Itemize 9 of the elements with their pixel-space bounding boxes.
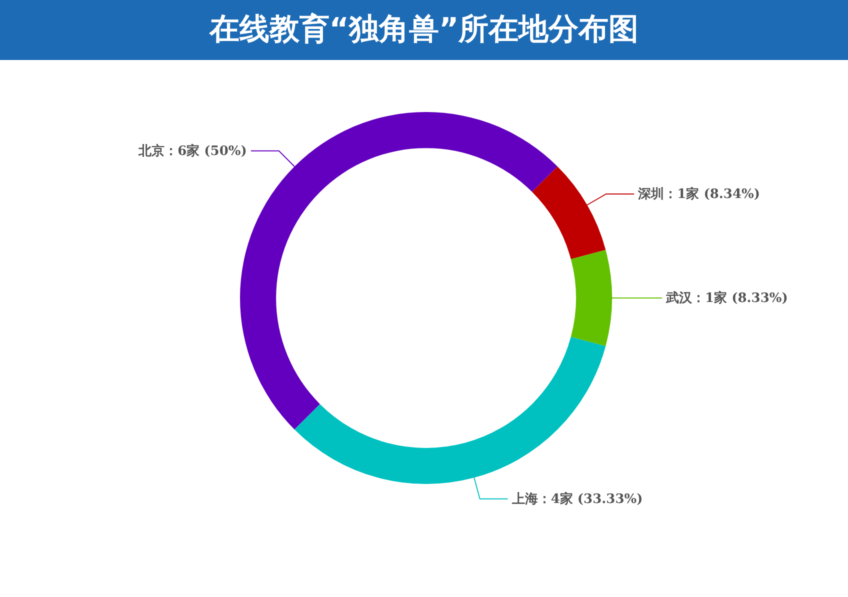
slice-label: 武汉 bbox=[666, 291, 692, 306]
chart-title: 在线教育“独角兽”所在地分布图 bbox=[0, 0, 848, 60]
data-label: ：4家 (33.33%) bbox=[538, 492, 643, 507]
data-label: ：1家 (8.33%) bbox=[692, 291, 788, 306]
slice-label: 北京 bbox=[138, 144, 165, 159]
data-label: ：1家 (8.34%) bbox=[664, 187, 760, 202]
data-label: ：6家 (50%) bbox=[164, 144, 247, 159]
slice-label: 上海 bbox=[512, 492, 538, 507]
slice-label: 深圳 bbox=[638, 187, 664, 202]
